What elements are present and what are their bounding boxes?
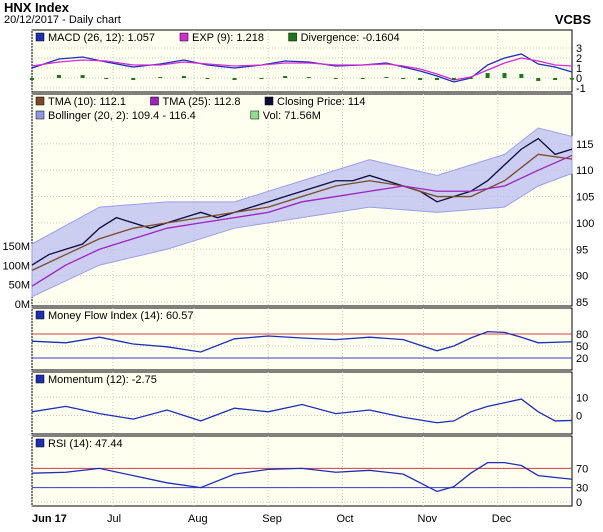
ytick-price-4: 95: [576, 244, 588, 256]
ytick-rsi-2: 0: [576, 497, 582, 509]
legend-swatch-macd-2: [288, 32, 297, 42]
legend-swatch-price-1: [150, 96, 159, 106]
panel-macd: [31, 29, 573, 93]
ytick-macd-4: -1: [576, 83, 586, 95]
divergence-bar-16: [418, 78, 423, 80]
legend-swatch-macd-0: [35, 32, 45, 42]
ytick-momentum-0: 10: [576, 392, 588, 404]
divergence-bar-17: [435, 78, 439, 80]
ytick-price-6: 85: [576, 297, 588, 309]
ytick-price-5: 90: [576, 271, 588, 283]
legend-label-macd-2: Divergence: -0.1604: [301, 32, 400, 44]
ytick-rsi-0: 70: [576, 463, 588, 475]
ytick-momentum-1: 0: [576, 410, 582, 422]
ytick-price-1: 110: [576, 165, 594, 177]
divergence-bar-15: [401, 78, 406, 79]
series-mfi-0: [31, 330, 573, 353]
divergence-bar-2: [80, 75, 85, 78]
legend-label-macd-1: EXP (9): 1.218: [192, 32, 264, 44]
legend-swatch-price-3: [35, 110, 45, 120]
divergence-bar-6: [181, 76, 186, 78]
divergence-bar-24: [553, 78, 558, 80]
divergence-bar-20: [485, 73, 490, 78]
vol-tick-0: 150M: [2, 241, 30, 253]
divergence-bar-10: [283, 76, 288, 78]
divergence-bar-25: [570, 78, 574, 80]
xtick-1: Jul: [107, 513, 121, 525]
series-macd-1: [31, 57, 573, 81]
legend-label-price-2: Closing Price: 114: [277, 96, 365, 108]
legend-label-price-1: TMA (25): 112.8: [163, 96, 241, 108]
divergence-bar-9: [259, 78, 264, 79]
divergence-bar-0: [30, 78, 34, 80]
legend-swatch-momentum-0: [35, 374, 45, 384]
divergence-bar-19: [468, 78, 473, 79]
series-momentum-0: [31, 398, 573, 424]
series-price-2: [31, 154, 573, 287]
divergence-bar-1: [57, 75, 61, 78]
brand-label: VCBS: [554, 12, 591, 27]
divergence-bar-7: [205, 78, 210, 79]
legend-swatch-mfi-0: [35, 310, 45, 320]
divergence-bar-8: [232, 78, 237, 80]
xtick-6: Dec: [492, 513, 512, 525]
xtick-4: Oct: [337, 513, 354, 525]
divergence-bar-3: [104, 78, 109, 79]
panel-rsi: [31, 435, 573, 507]
ytick-price-2: 105: [576, 192, 594, 204]
ytick-mfi-1: 50: [576, 341, 588, 353]
legend-swatch-macd-1: [179, 32, 189, 42]
series-price-1: [31, 153, 573, 271]
vol-tick-1: 100M: [2, 260, 30, 272]
legend-swatch-rsi-0: [35, 438, 45, 448]
xtick-0: Jun 17: [32, 513, 67, 525]
ytick-price-3: 100: [576, 218, 594, 230]
divergence-bar-23: [536, 78, 541, 81]
divergence-bar-13: [360, 78, 365, 79]
legend-label-price-0: TMA (10): 112.1: [48, 96, 126, 108]
ytick-macd-1: 2: [576, 53, 582, 65]
xtick-2: Aug: [188, 513, 208, 525]
legend-label-momentum-0: Momentum (12): -2.75: [48, 374, 157, 386]
xtick-5: Nov: [418, 513, 438, 525]
series-price-0: [31, 137, 573, 266]
ytick-mfi-0: 80: [576, 329, 588, 341]
divergence-bar-5: [158, 77, 163, 78]
legend-label-mfi-0: Money Flow Index (14): 60.57: [48, 310, 194, 322]
legend-swatch-price-0: [35, 96, 45, 106]
legend-swatch-price-2: [264, 96, 274, 106]
legend-label-price-4: Vol: 71.56M: [263, 110, 321, 122]
chart-subtitle: 20/12/2017 - Daily chart: [4, 14, 121, 26]
chart-title: HNX Index: [4, 0, 70, 15]
ytick-price-0: 115: [576, 139, 594, 151]
series-rsi-0: [31, 461, 573, 493]
legend-swatch-price-4: [250, 110, 260, 120]
legend-label-rsi-0: RSI (14): 47.44: [48, 438, 123, 450]
panel-momentum: [31, 371, 573, 435]
panel-mfi: [31, 307, 573, 371]
ytick-macd-2: 1: [576, 63, 582, 75]
divergence-bar-21: [502, 73, 507, 78]
divergence-bar-14: [384, 77, 389, 78]
ytick-rsi-1: 30: [576, 483, 588, 495]
divergence-bar-22: [519, 74, 524, 78]
vol-tick-2: 50M: [9, 280, 30, 292]
legend-label-macd-0: MACD (26, 12): 1.057: [48, 32, 155, 44]
bollinger-band: [31, 127, 573, 298]
vol-tick-3: 0M: [15, 299, 30, 311]
legend-label-price-3: Bollinger (20, 2): 109.4 - 116.4: [48, 110, 196, 122]
ytick-mfi-2: 20: [576, 353, 588, 365]
divergence-bar-18: [451, 78, 456, 80]
ytick-macd-3: 0: [576, 73, 582, 85]
divergence-bar-12: [333, 78, 338, 79]
divergence-bar-4: [131, 78, 136, 80]
xtick-3: Sep: [262, 513, 282, 525]
divergence-bar-11: [306, 77, 311, 78]
ytick-macd-0: 3: [576, 43, 582, 55]
